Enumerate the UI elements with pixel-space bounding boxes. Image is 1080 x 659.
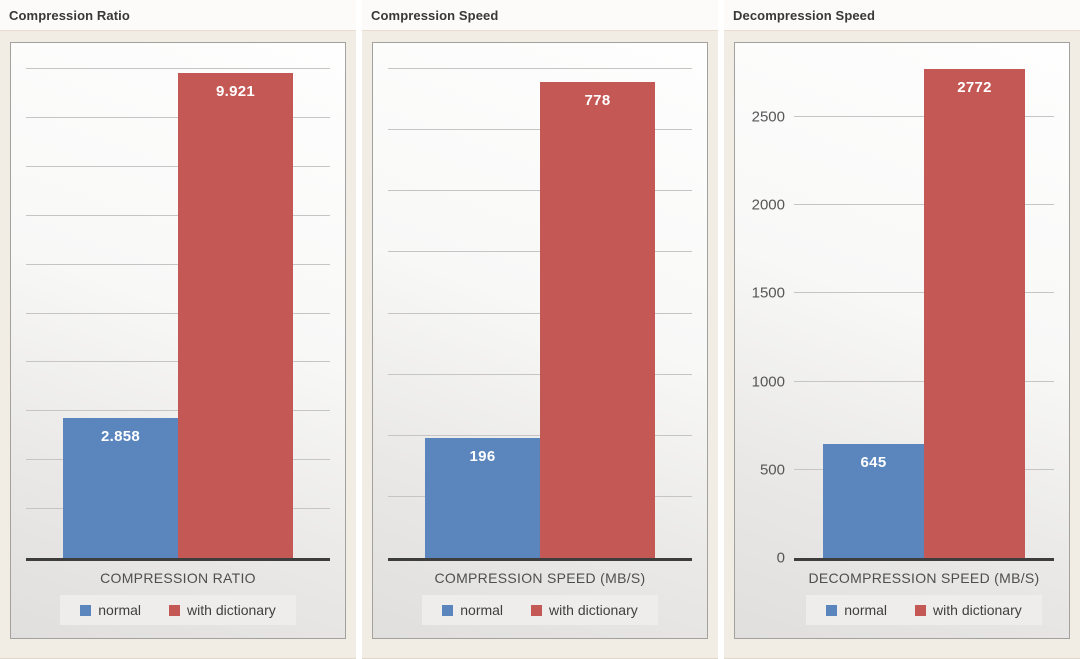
plot-area: 645 2772 [794,69,1054,561]
gridline [26,68,330,69]
legend-swatch-normal [826,604,838,616]
plot-row: 2.858 9.921 COMPRESSION RATIO normal [26,68,330,625]
y-axis-tick-label: 1500 [751,284,785,302]
gridline [388,68,692,69]
chart-legend: normal with dictionary [26,595,330,625]
legend-label: with dictionary [549,602,638,618]
bar-value-label: 9.921 [215,82,256,100]
legend-label: normal [844,602,888,618]
legend-label: with dictionary [187,602,276,618]
plot-row: 196 778 COMPRESSION SPEED (MB/S) normal [388,68,692,625]
legend-item-normal: normal [442,602,503,618]
chart-legend: normal with dictionary [794,595,1054,625]
bar-value-label: 645 [860,454,887,472]
plot-column: 196 778 COMPRESSION SPEED (MB/S) normal [388,68,692,625]
bar-normal: 196 [425,438,540,558]
bar-group: 2.858 9.921 [26,69,330,558]
plot-row: 0 500 1000 1500 2000 2500 645 2772 DECOMPRESSI… [750,69,1054,625]
bar-value-label: 2772 [957,79,992,96]
bar-value-label: 2.858 [100,428,141,446]
y-axis-tick-label: 500 [759,461,785,479]
bar-value-label: 196 [469,448,496,466]
legend-item-with-dictionary: with dictionary [169,602,276,618]
legend-label: normal [98,602,142,618]
legend-label: normal [460,602,504,618]
y-axis: 0 500 1000 1500 2000 2500 [750,69,794,566]
y-axis-tick-label: 2500 [751,108,785,126]
x-axis-title: DECOMPRESSION SPEED (MB/S) [808,570,1040,586]
bar-normal: 2.858 [63,418,178,558]
chart-panel-compression-ratio: Compression Ratio 2.858 9.921 COMPRESSION… [0,0,356,659]
bar-group: 645 2772 [794,69,1054,558]
legend-box: normal with dictionary [60,595,296,625]
legend-item-normal: normal [826,602,887,618]
chart-canvas: 2.858 9.921 COMPRESSION RATIO normal [10,42,346,639]
bar-group: 196 778 [388,69,692,558]
legend-swatch-with-dictionary [169,604,181,616]
x-axis-title: COMPRESSION SPEED (MB/S) [434,570,646,586]
x-axis-line [388,558,692,561]
bar-with-dictionary: 9.921 [178,72,293,558]
plot-column: 2.858 9.921 COMPRESSION RATIO normal [26,68,330,625]
bar-with-dictionary: 778 [540,82,655,558]
chart-canvas: 0 500 1000 1500 2000 2500 645 2772 DECOMPRESSI… [734,42,1070,639]
legend-swatch-with-dictionary [531,604,543,616]
panel-body: 196 778 COMPRESSION SPEED (MB/S) normal [362,31,718,659]
legend-swatch-normal [80,604,92,616]
y-axis-tick-label: 1000 [751,373,785,391]
x-axis-title: COMPRESSION RATIO [100,570,256,586]
legend-swatch-with-dictionary [915,604,927,616]
chart-panel-decompression-speed: Decompression Speed 0 500 1000 1500 2000 2500… [724,0,1080,659]
legend-box: normal with dictionary [422,595,658,625]
legend-label: with dictionary [933,602,1022,618]
panel-title: Compression Ratio [0,0,356,31]
panel-body: 2.858 9.921 COMPRESSION RATIO normal [0,31,356,659]
plot-area: 196 778 [388,68,692,561]
y-axis-tick-label: 0 [776,549,785,567]
legend-item-normal: normal [80,602,141,618]
bar-with-dictionary: 2772 [924,69,1025,558]
legend-item-with-dictionary: with dictionary [531,602,638,618]
panel-body: 0 500 1000 1500 2000 2500 645 2772 DECOMPRESSI… [724,31,1080,659]
panel-title: Decompression Speed [724,0,1080,31]
plot-column: 645 2772 DECOMPRESSION SPEED (MB/S) norma… [794,69,1054,625]
y-axis-tick-label: 2000 [751,196,785,214]
panel-title: Compression Speed [362,0,718,31]
x-axis-line [26,558,330,561]
legend-swatch-normal [442,604,454,616]
chart-legend: normal with dictionary [388,595,692,625]
chart-panel-compression-speed: Compression Speed 196 778 COMPRESSION SPE… [362,0,718,659]
bar-normal: 645 [823,444,924,558]
plot-area: 2.858 9.921 [26,68,330,561]
legend-item-with-dictionary: with dictionary [915,602,1022,618]
x-axis-line [794,558,1054,561]
chart-canvas: 196 778 COMPRESSION SPEED (MB/S) normal [372,42,708,639]
bar-value-label: 778 [584,92,611,110]
legend-box: normal with dictionary [806,595,1042,625]
